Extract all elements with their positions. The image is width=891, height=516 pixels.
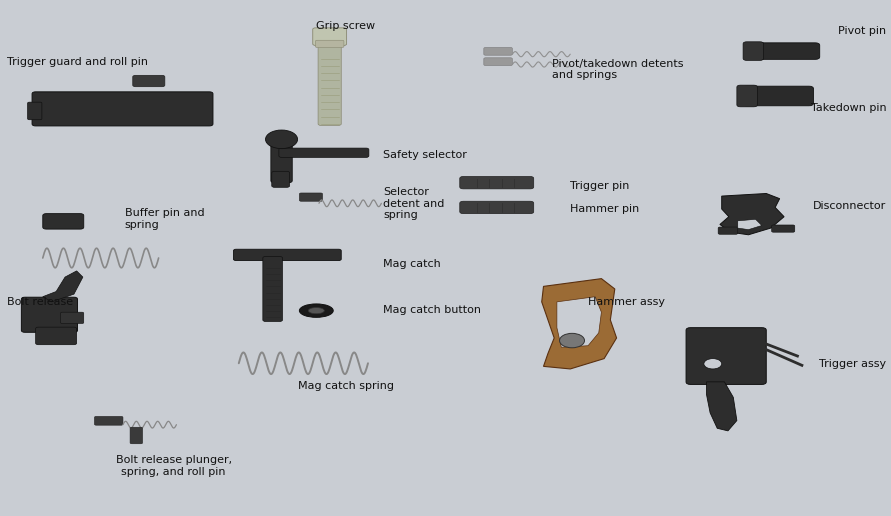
Text: Bolt release plunger,
spring, and roll pin: Bolt release plunger, spring, and roll p… [116,455,232,477]
Text: Trigger pin: Trigger pin [570,181,630,191]
FancyBboxPatch shape [21,297,78,332]
Text: Grip screw: Grip screw [316,21,375,30]
FancyBboxPatch shape [133,75,165,87]
FancyBboxPatch shape [313,28,347,45]
FancyBboxPatch shape [271,140,292,183]
Text: Mag catch button: Mag catch button [383,304,481,315]
FancyBboxPatch shape [737,85,757,107]
FancyBboxPatch shape [686,328,766,384]
Text: Disconnector: Disconnector [813,201,887,212]
Polygon shape [707,382,737,431]
Text: Takedown pin: Takedown pin [811,103,887,114]
Polygon shape [738,219,762,230]
FancyBboxPatch shape [279,148,369,157]
Text: Trigger assy: Trigger assy [820,359,887,369]
Text: Mag catch: Mag catch [383,259,441,269]
Text: Selector
detent and
spring: Selector detent and spring [383,187,445,220]
Polygon shape [542,279,617,369]
FancyBboxPatch shape [484,58,512,66]
FancyBboxPatch shape [718,227,738,234]
FancyBboxPatch shape [61,312,84,324]
FancyBboxPatch shape [743,42,764,60]
Polygon shape [720,194,784,235]
FancyBboxPatch shape [299,193,323,201]
FancyBboxPatch shape [272,171,290,187]
Polygon shape [557,297,601,347]
FancyBboxPatch shape [742,86,813,106]
Text: Hammer pin: Hammer pin [570,204,640,214]
FancyBboxPatch shape [233,249,341,261]
FancyBboxPatch shape [43,214,84,229]
FancyBboxPatch shape [460,201,534,214]
Text: Hammer assy: Hammer assy [588,297,665,307]
FancyBboxPatch shape [315,40,344,47]
Text: Pivot pin: Pivot pin [838,26,887,36]
Circle shape [266,130,298,149]
FancyBboxPatch shape [748,43,820,59]
FancyBboxPatch shape [460,176,534,189]
FancyBboxPatch shape [28,102,42,120]
FancyBboxPatch shape [263,256,282,321]
Ellipse shape [299,304,333,317]
FancyBboxPatch shape [32,92,213,126]
Polygon shape [43,271,83,302]
Text: Trigger guard and roll pin: Trigger guard and roll pin [7,57,148,67]
FancyBboxPatch shape [772,225,795,232]
FancyBboxPatch shape [318,42,341,125]
Text: Buffer pin and
spring: Buffer pin and spring [125,208,204,230]
Circle shape [560,333,584,348]
Text: Pivot/takedown detents
and springs: Pivot/takedown detents and springs [552,59,684,80]
Text: Bolt release: Bolt release [7,297,73,307]
Circle shape [704,359,722,369]
FancyBboxPatch shape [484,47,512,55]
Text: Mag catch spring: Mag catch spring [298,381,394,391]
FancyBboxPatch shape [36,327,77,345]
Text: Safety selector: Safety selector [383,150,467,160]
FancyBboxPatch shape [130,427,143,444]
Ellipse shape [308,308,324,314]
FancyBboxPatch shape [94,416,123,425]
